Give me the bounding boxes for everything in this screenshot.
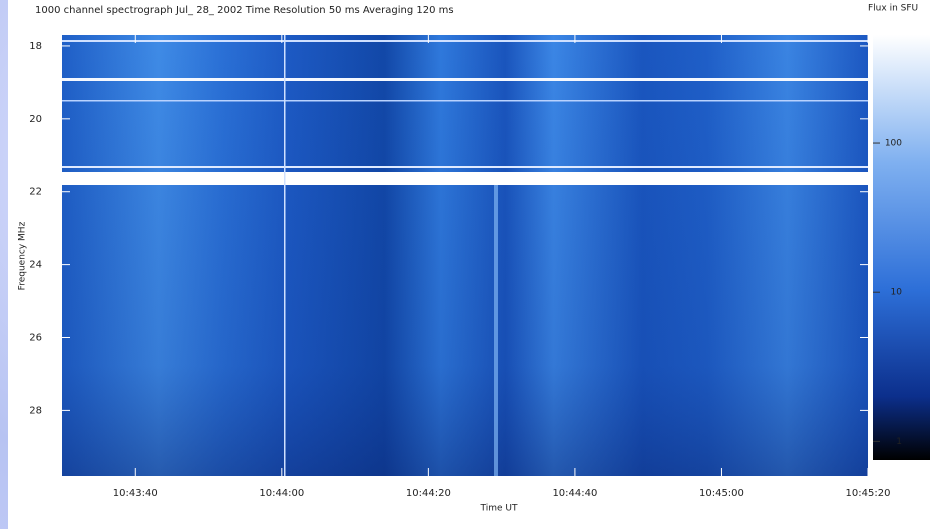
y-axis-label: Frequency MHz: [18, 221, 28, 290]
colorbar-tick-label: 10: [891, 288, 903, 298]
y-tick-label: 22: [29, 187, 42, 198]
interference-line: [62, 40, 868, 42]
y-tick-label: 26: [29, 333, 42, 344]
y-tick-label: 20: [29, 114, 42, 125]
x-tick-label: 10:44:20: [406, 488, 451, 499]
burst-line: [494, 185, 498, 476]
x-tick-label: 10:44:00: [259, 488, 304, 499]
y-tick-label: 18: [29, 41, 42, 52]
x-tick-label: 10:44:40: [552, 488, 597, 499]
interference-band: [62, 172, 868, 185]
interference-line: [62, 166, 868, 168]
chart-title: 1000 channel spectrograph Jul_ 28_ 2002 …: [35, 5, 454, 16]
x-tick-label: 10:45:00: [699, 488, 744, 499]
interference-line: [62, 100, 868, 102]
y-tick-label: 24: [29, 260, 42, 271]
burst-line: [284, 35, 286, 476]
x-tick-label: 10:43:40: [113, 488, 158, 499]
colorbar-label: Flux in SFU: [868, 4, 918, 14]
colorbar-tick-label: 1: [896, 437, 902, 447]
interference-line: [62, 78, 868, 81]
spectrogram-shade: [62, 35, 868, 476]
y-tick-label: 28: [29, 405, 42, 416]
colorbar: [873, 35, 930, 460]
colorbar-tick-label: 100: [885, 139, 902, 149]
x-tick-label: 10:45:20: [846, 488, 891, 499]
x-axis-label: Time UT: [480, 504, 518, 514]
